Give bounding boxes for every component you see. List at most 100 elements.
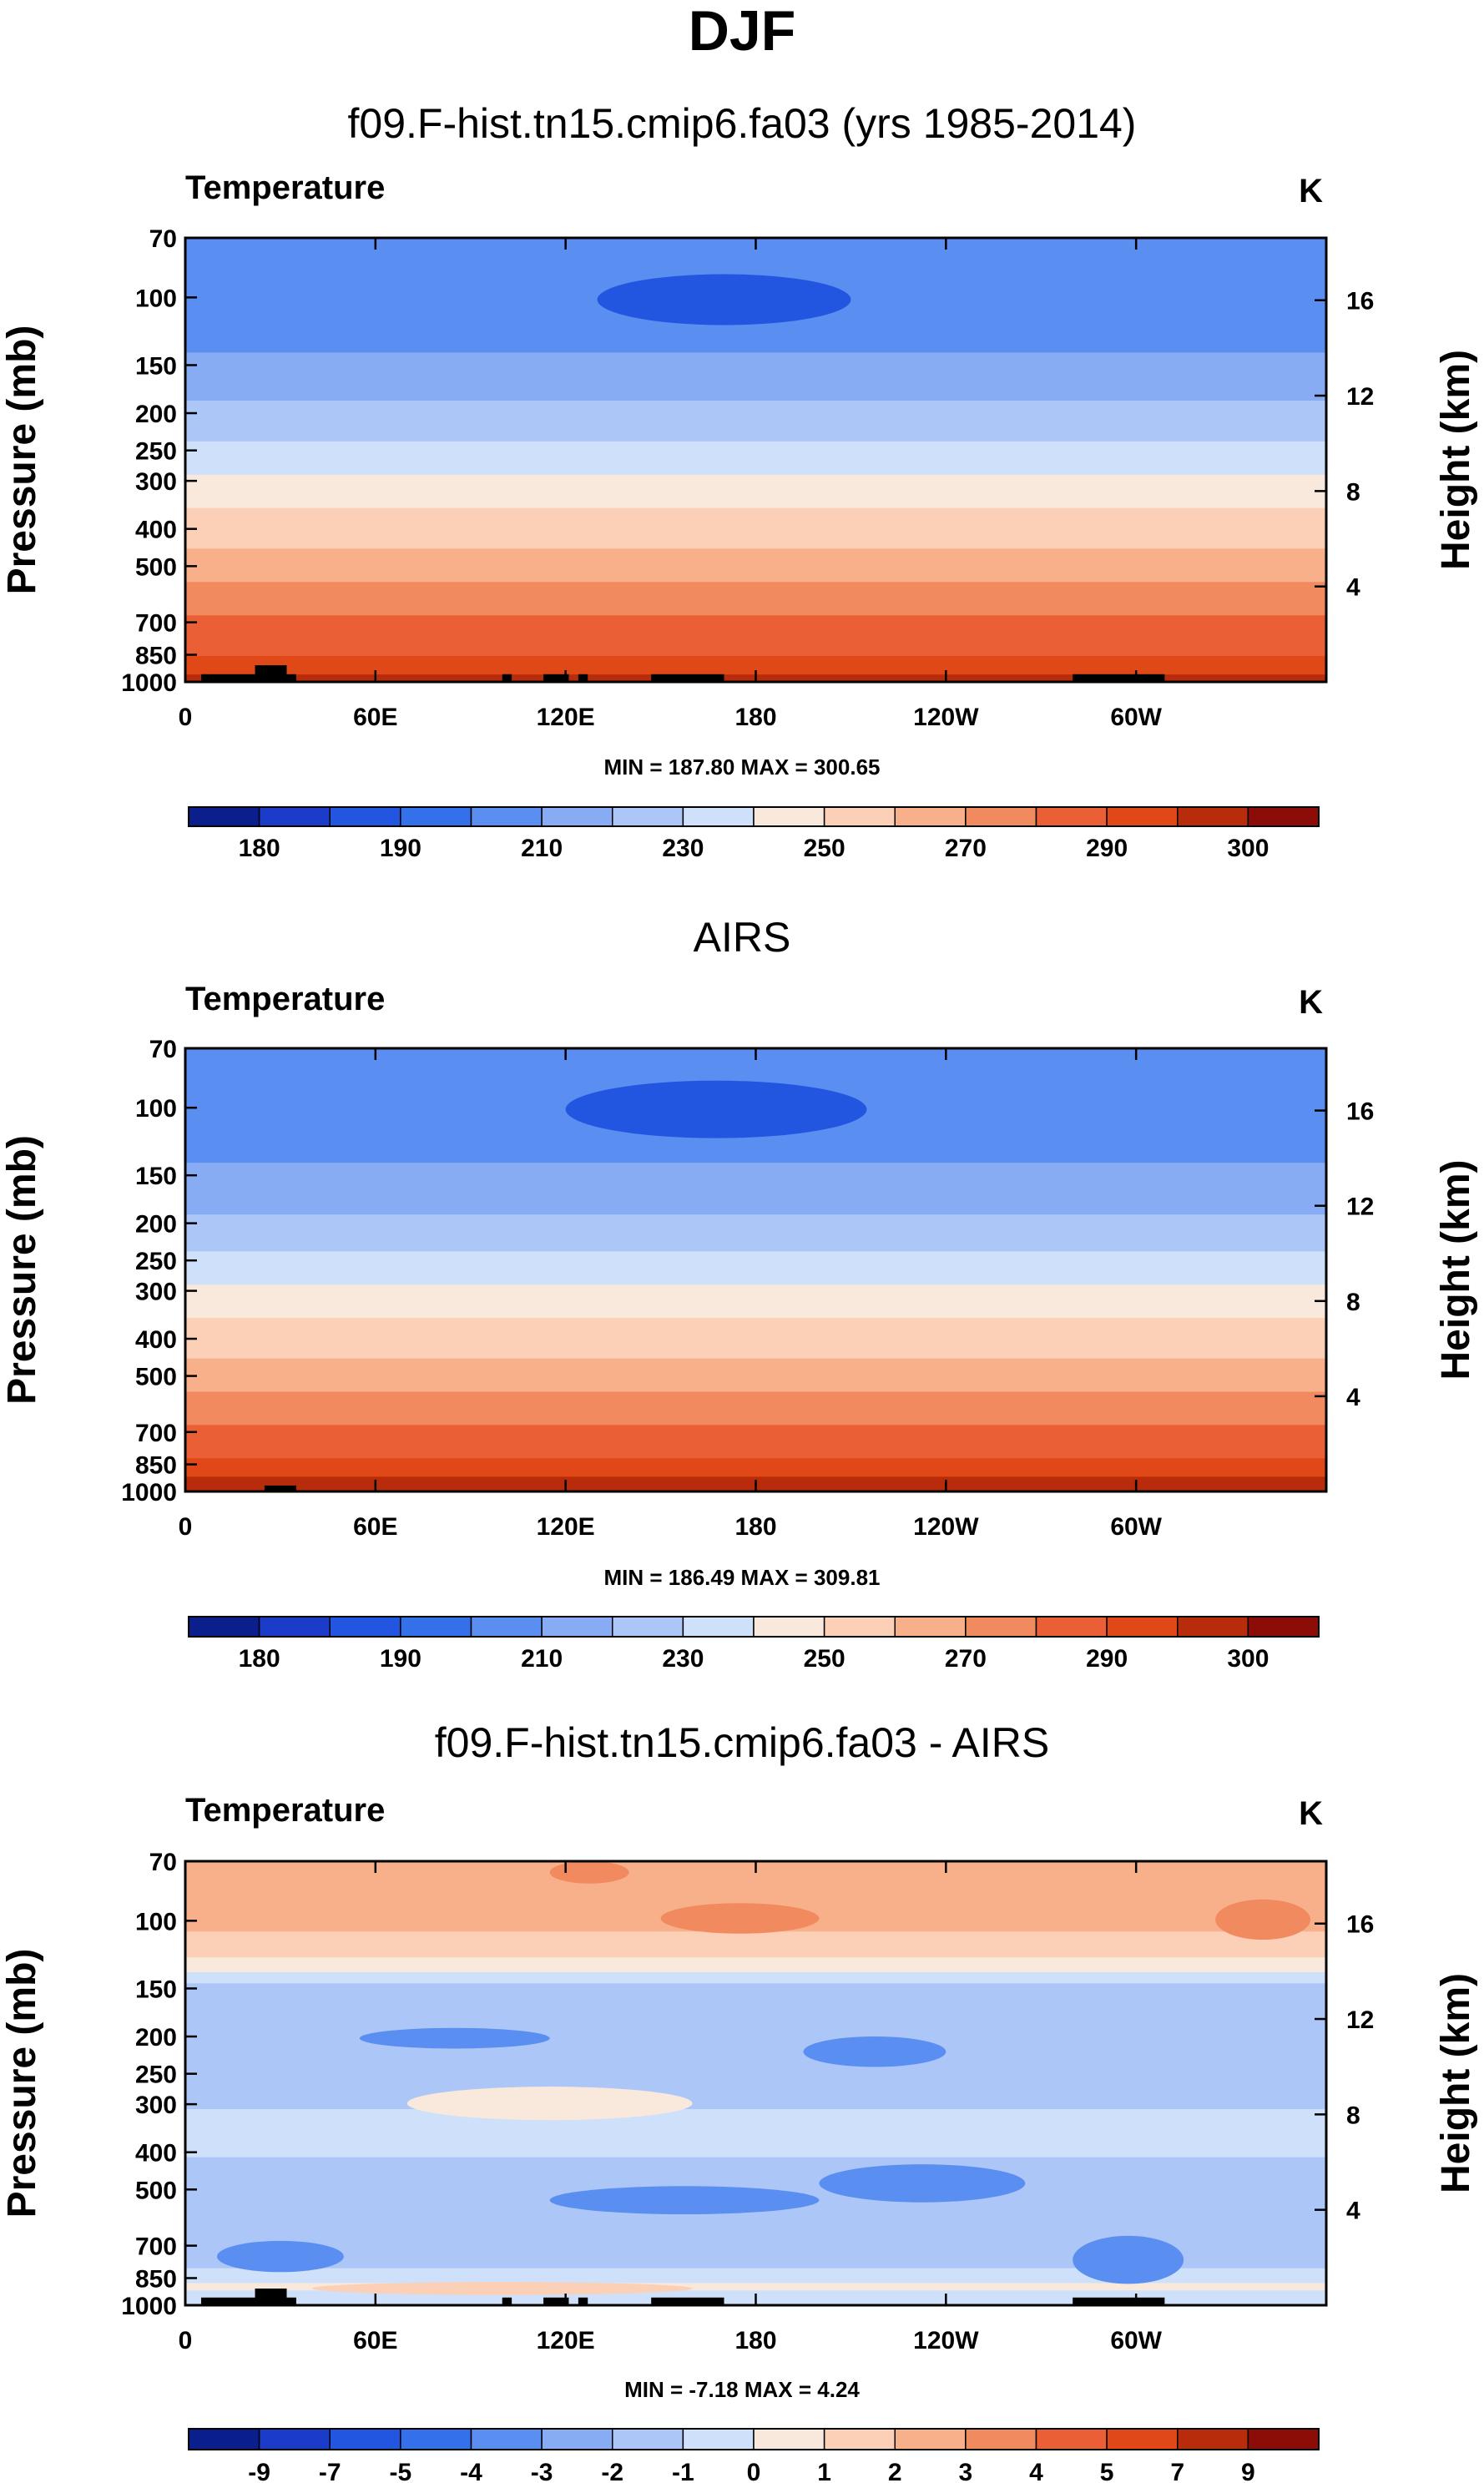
contour-band <box>185 1894 1326 1900</box>
contour-band <box>185 330 1326 336</box>
colorbar-label: -2 <box>601 2459 623 2483</box>
y-tick-label: 1000 <box>121 1479 177 1506</box>
contour-band <box>185 452 1326 457</box>
contour-band <box>185 1177 1326 1183</box>
colorbar-swatch <box>894 2428 967 2450</box>
colorbar-frame <box>188 1616 1320 1638</box>
contour-field <box>185 1861 1326 2306</box>
contour-band <box>185 593 1326 598</box>
topography-block <box>200 2297 296 2305</box>
colorbar-swatch <box>823 806 896 827</box>
panel-title: AIRS <box>694 914 791 961</box>
contour-band <box>185 2116 1326 2122</box>
contour-band <box>185 1446 1326 1452</box>
panel-model: f09.F-hist.tn15.cmip6.fa03 (yrs 1985-201… <box>0 100 1478 862</box>
colorbar-label: 250 <box>804 1645 845 1673</box>
contour-band <box>185 1181 1326 1186</box>
contour-band <box>185 1461 1326 1466</box>
contour-band <box>185 1284 1326 1289</box>
y-tick-label: 200 <box>135 401 177 428</box>
contour-band <box>185 2064 1326 2070</box>
colorbar-label: 2 <box>888 2459 902 2483</box>
contour-band <box>185 1062 1326 1067</box>
contour-band <box>185 585 1326 590</box>
contour-band <box>185 1994 1326 1999</box>
anomaly-contour <box>1215 1899 1311 1940</box>
contour-band <box>185 2238 1326 2243</box>
contour-band <box>185 2038 1326 2044</box>
y-axis-label: Pressure (mb) <box>0 1135 44 1405</box>
contour-band <box>185 1137 1326 1142</box>
y-axis-label-right: Height (km) <box>1434 350 1478 570</box>
y-tick-label: 700 <box>135 610 177 638</box>
anomaly-contour <box>803 2036 946 2067</box>
colorbar-swatch <box>329 806 401 827</box>
contour-band <box>185 2172 1326 2177</box>
contour-band <box>185 1303 1326 1308</box>
contour-band <box>185 1236 1326 1241</box>
contour-band <box>185 1244 1326 1249</box>
x-tick-label: 120W <box>913 1513 979 1541</box>
contour-band <box>185 389 1326 394</box>
contour-band <box>185 1207 1326 1212</box>
colorbar-label: 300 <box>1227 835 1269 862</box>
contour-band <box>185 1875 1326 1880</box>
contour-band <box>185 2249 1326 2254</box>
panel-airs: AIRS Temperature K 70 100 150 200 250 300 400 500 7… <box>0 914 1478 1673</box>
contour-band <box>185 433 1326 439</box>
contour-band <box>185 252 1326 257</box>
colorbar-swatch <box>1035 806 1108 827</box>
colorbar-swatch <box>1177 806 1249 827</box>
contour-band <box>185 1373 1326 1378</box>
contour-band <box>185 2279 1326 2284</box>
contour-band <box>185 448 1326 453</box>
contour-band <box>185 460 1326 465</box>
colorbar-label: 0 <box>747 2459 761 2483</box>
colorbar-frame <box>188 806 1320 827</box>
contour-band <box>185 1880 1326 1885</box>
contour-band <box>185 1173 1326 1178</box>
height-tick-label: 16 <box>1346 1911 1374 1939</box>
contour-band <box>185 1332 1326 1337</box>
contour-band <box>185 2016 1326 2021</box>
contour-band <box>185 497 1326 502</box>
contour-band <box>185 515 1326 520</box>
y-tick-label: 400 <box>135 2140 177 2168</box>
height-tick-label: 4 <box>1346 1384 1360 1411</box>
contour-band <box>185 445 1326 450</box>
contour-band <box>185 667 1326 672</box>
contour-band <box>185 1983 1326 1988</box>
contour-band <box>185 264 1326 269</box>
colorbar-swatch <box>612 2428 684 2450</box>
y-tick-label: 200 <box>135 1211 177 1239</box>
colorbar-swatch <box>753 806 825 827</box>
x-tick-label: 120W <box>913 2327 979 2354</box>
contour-band <box>185 486 1326 491</box>
contour-band <box>185 415 1326 421</box>
contour-band <box>185 537 1326 543</box>
min-max-stats: MIN = 187.80 MAX = 300.65 <box>604 754 881 780</box>
contour-band <box>185 2027 1326 2032</box>
contour-band <box>185 260 1326 265</box>
contour-band <box>185 478 1326 483</box>
colorbar: 180 190 210 230 250 270 290 300 <box>188 806 1320 862</box>
contour-band <box>185 1299 1326 1305</box>
contour-band <box>185 367 1326 372</box>
colorbar-swatch <box>400 806 472 827</box>
colorbar-swatch <box>188 2428 260 2450</box>
x-tick-label: 0 <box>179 704 193 731</box>
height-tick-label: 4 <box>1346 2198 1360 2225</box>
colorbar-label: 230 <box>662 835 704 862</box>
colorbar-swatch <box>1035 2428 1108 2450</box>
x-tick-label: 180 <box>734 704 776 731</box>
contour-band <box>185 386 1326 391</box>
contour-band <box>185 2079 1326 2084</box>
contour-band <box>185 1288 1326 1293</box>
y-axis-label: Pressure (mb) <box>0 326 44 595</box>
colorbar-frame <box>188 2428 1320 2450</box>
anomaly-contour <box>660 1903 820 1934</box>
y-tick-label: 100 <box>135 1095 177 1123</box>
contour-band <box>185 504 1326 509</box>
contour-band <box>185 1318 1326 1323</box>
y-tick-label: 300 <box>135 468 177 496</box>
